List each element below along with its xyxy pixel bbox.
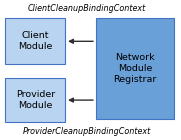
Text: Network
Module
Registrar: Network Module Registrar [113, 53, 157, 84]
Text: ProviderCleanupBindingContext: ProviderCleanupBindingContext [23, 127, 151, 136]
Bar [96, 18, 174, 119]
Bar [5, 78, 65, 122]
Text: ClientCleanupBindingContext: ClientCleanupBindingContext [28, 4, 146, 13]
Text: Provider
Module: Provider Module [16, 90, 55, 110]
Text: Client
Module: Client Module [18, 31, 52, 51]
Bar [5, 18, 65, 64]
